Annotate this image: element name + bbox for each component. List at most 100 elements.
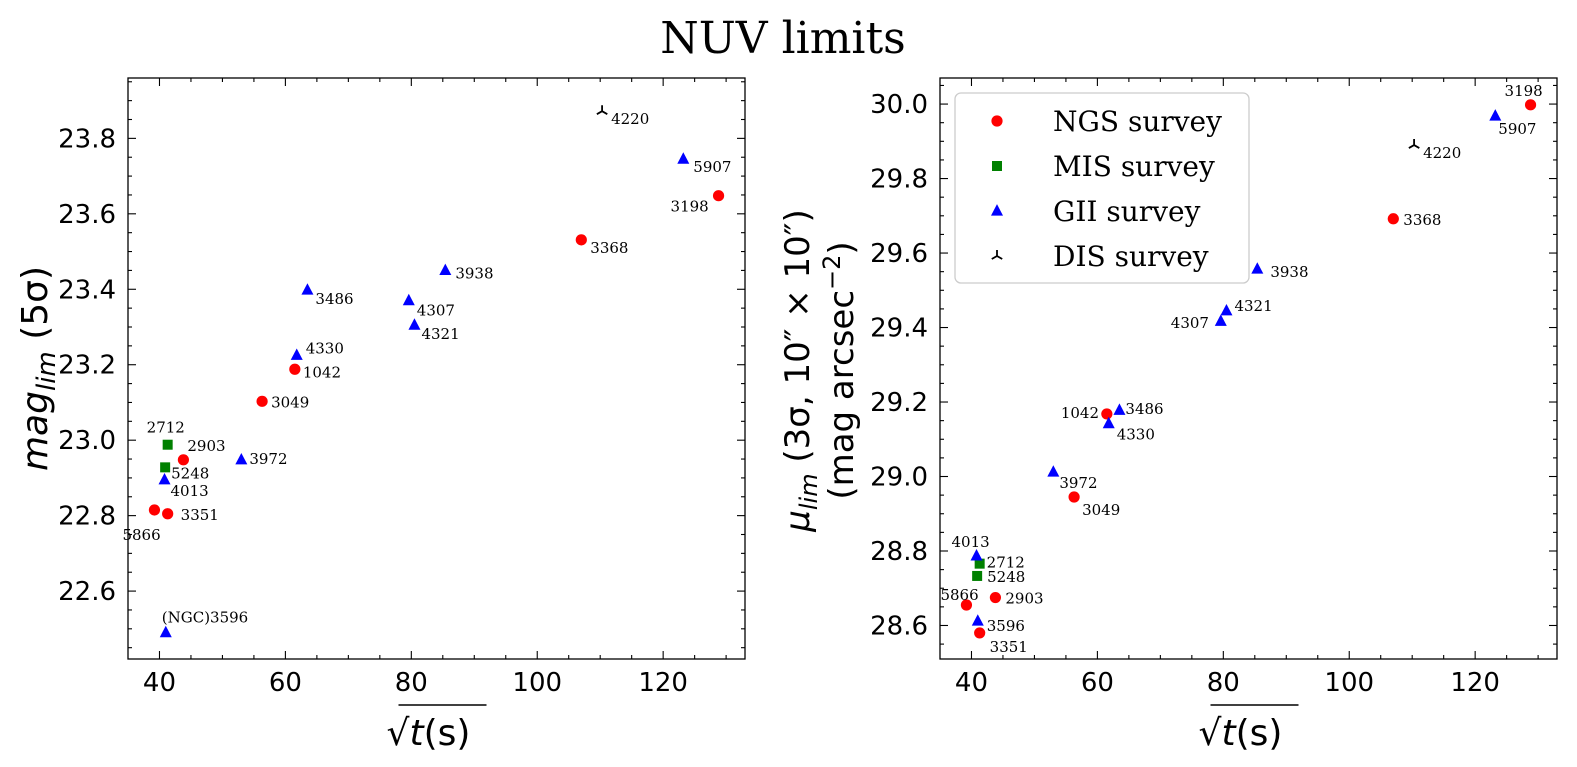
point-label: 4330	[306, 339, 344, 357]
point-label: 5866	[940, 586, 978, 604]
y-tick-label: 22.8	[58, 502, 116, 532]
y-axis-label: maglim (5σ)	[15, 266, 62, 471]
legend-marker-ngs	[991, 115, 1003, 127]
data-point-mis	[972, 570, 983, 581]
y-tick-label: 28.6	[870, 611, 928, 641]
point-label: 4321	[421, 325, 459, 343]
data-point-gii	[439, 263, 452, 276]
data-point-ngs	[289, 363, 301, 375]
legend-marker-mis	[992, 161, 1002, 171]
data-point-ngs	[575, 234, 587, 246]
y-tick-label: 22.6	[58, 577, 116, 607]
data-point-ngs	[974, 627, 986, 639]
x-tick-label: 60	[1081, 668, 1114, 698]
point-label: 3596	[987, 617, 1025, 635]
point-label: 4220	[1423, 144, 1461, 162]
point-label: 4330	[1117, 426, 1155, 444]
point-label: 1042	[303, 363, 341, 381]
y-tick-label: 28.8	[870, 537, 928, 567]
point-label: 4013	[171, 482, 209, 500]
data-point-gii	[159, 625, 172, 638]
x-axis-label: √t(s)	[387, 713, 471, 754]
point-label: 3198	[671, 198, 709, 216]
data-point-gii	[1489, 109, 1502, 121]
point-label: 3938	[455, 264, 493, 282]
x-axis-label: √t(s)	[1199, 713, 1283, 754]
data-point-dis	[1408, 139, 1420, 149]
point-label: 3198	[1505, 82, 1543, 100]
data-point-gii	[1251, 262, 1264, 274]
data-point-gii	[677, 152, 690, 164]
data-point-gii	[971, 614, 984, 626]
data-point-ngs	[1101, 408, 1113, 420]
x-tick-label: 100	[1324, 668, 1374, 698]
point-label: 3486	[315, 290, 353, 308]
data-point-gii	[290, 348, 303, 360]
x-tick-label: 120	[1450, 668, 1500, 698]
x-tick-label: 100	[512, 668, 562, 698]
data-point-gii	[1214, 314, 1227, 326]
point-label: (NGC)3596	[162, 609, 248, 627]
y-axis-label-line1: μlim (3σ, 10″ × 10″)	[778, 209, 823, 533]
legend-entry: MIS survey	[1053, 150, 1215, 183]
data-point-ngs	[1068, 491, 1080, 503]
data-point-gii	[1102, 416, 1115, 429]
point-label: 4321	[1234, 297, 1272, 315]
point-label: 4220	[611, 110, 649, 128]
point-label: 3972	[249, 450, 287, 468]
point-label: 3486	[1125, 400, 1163, 418]
legend-marker-gii	[991, 204, 1003, 216]
legend-entry: DIS survey	[1053, 240, 1209, 273]
data-point-gii	[158, 472, 171, 485]
point-label: 3049	[271, 393, 309, 411]
data-point-ngs	[1524, 99, 1537, 111]
point-label: 5907	[693, 158, 731, 176]
point-label: 4307	[1171, 314, 1209, 332]
data-point-gii	[402, 293, 415, 306]
point-label: 2903	[1005, 590, 1043, 608]
left-panel: 40 60 80 100 120 22.6 22.8 23.0 23.2 23.4 23.6 23.8…	[15, 77, 746, 754]
data-point-gii	[301, 283, 314, 295]
x-tick-label: 120	[638, 668, 688, 698]
y-tick-label: 23.8	[58, 124, 116, 154]
data-point-mis	[974, 558, 985, 569]
y-tick-label: 23.2	[58, 351, 116, 381]
y-tick-label: 29.4	[870, 314, 928, 344]
plot-frame	[939, 77, 1558, 660]
y-axis-label-line2: (mag arcsec−2)	[818, 241, 862, 499]
point-label: 3938	[1270, 263, 1308, 281]
y-tick-label: 29.8	[870, 165, 928, 195]
data-point-ngs	[712, 190, 725, 202]
y-tick-label: 23.0	[58, 426, 116, 456]
point-label: 2903	[187, 437, 225, 455]
y-tick-label: 29.0	[870, 463, 928, 493]
x-tick-label: 80	[1207, 668, 1240, 698]
data-point-gii	[1047, 465, 1060, 477]
point-label: 3972	[1059, 474, 1097, 492]
data-point-ngs	[256, 395, 268, 407]
point-label: 3351	[990, 638, 1028, 656]
data-point-ngs	[1387, 213, 1399, 225]
x-tick-label: 40	[955, 668, 988, 698]
point-label: 3368	[590, 239, 628, 257]
y-tick-label: 29.2	[870, 388, 928, 418]
y-tick-label: 23.6	[58, 200, 116, 230]
y-tick-label: 23.4	[58, 275, 116, 305]
data-point-gii	[1220, 303, 1233, 316]
data-point-ngs	[162, 508, 174, 520]
point-label: 4013	[952, 533, 990, 551]
data-point-ngs	[177, 454, 190, 466]
figure-title: NUV limits	[660, 13, 906, 64]
point-label: 3049	[1082, 501, 1120, 519]
legend-entry: GII survey	[1053, 195, 1201, 228]
point-label: 5248	[987, 568, 1025, 586]
point-label: 5866	[122, 526, 160, 544]
data-point-ngs	[148, 504, 161, 516]
plot-frame	[127, 77, 746, 660]
point-label: 1042	[1061, 404, 1099, 422]
data-point-gii	[235, 452, 248, 465]
legend-marker-dis	[991, 250, 1003, 260]
y-tick-label: 29.6	[870, 239, 928, 269]
point-label: 5248	[171, 464, 209, 482]
